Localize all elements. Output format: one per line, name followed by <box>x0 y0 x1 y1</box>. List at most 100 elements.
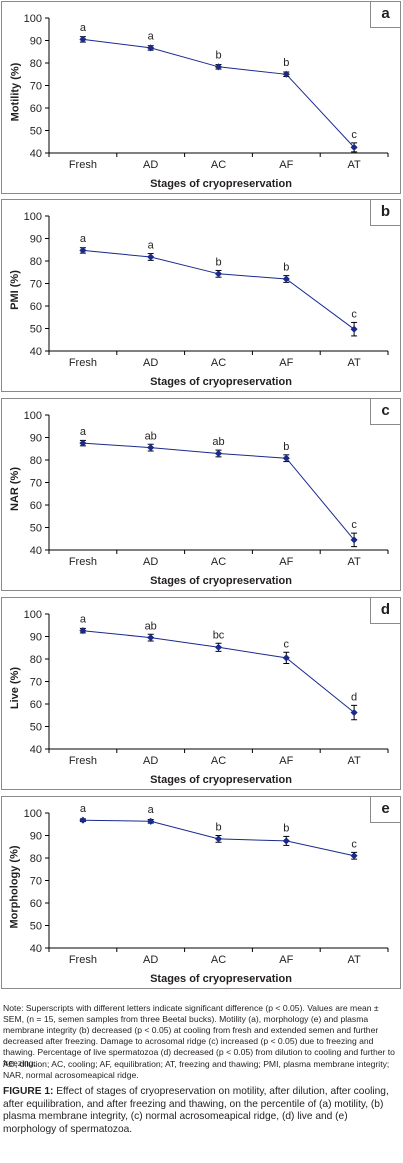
y-tick-label: 40 <box>30 545 42 557</box>
data-point <box>214 63 223 71</box>
y-tick-label: 70 <box>30 81 42 93</box>
figure-caption-text: Effect of stages of cryopreservation on … <box>3 1086 389 1135</box>
significance-letter: b <box>283 441 289 453</box>
figure-note: Note: Superscripts with different letter… <box>3 1003 395 1068</box>
chart-panel-b: 40 50 60 70 80 90 100 Fresh AD AC AF AT a a b b c b PMI … <box>1 199 401 392</box>
x-axis-title-e: Stages of cryopreservation <box>150 973 292 985</box>
y-tick-label: 80 <box>30 853 42 865</box>
chart-panel-e: 40 50 60 70 80 90 100 Fresh AD AC AF AT a a b b c e Morp… <box>1 796 401 989</box>
data-point <box>79 626 87 635</box>
chart-plot-a: 40 50 60 70 80 90 100 Fresh AD AC AF AT a a b b c <box>24 13 389 171</box>
y-tick-label: 80 <box>30 455 42 467</box>
significance-letter: c <box>351 129 357 141</box>
data-point <box>214 270 223 278</box>
y-tick-label: 90 <box>30 632 42 644</box>
x-tick-label: AD <box>143 954 158 966</box>
significance-letter: d <box>351 691 357 703</box>
y-tick-label: 50 <box>30 722 42 734</box>
y-tick-label: 50 <box>30 523 42 535</box>
y-tick-label: 90 <box>30 831 42 843</box>
y-tick-label: 80 <box>30 654 42 666</box>
data-point <box>282 654 290 662</box>
chart-panel-c: 40 50 60 70 80 90 100 Fresh AD AC AF AT a ab ab b c c NA… <box>1 398 401 591</box>
significance-letter: a <box>80 426 87 438</box>
y-axis-title-text-b: PMI (%) <box>9 270 22 310</box>
y-tick-label: 90 <box>30 234 42 246</box>
data-point <box>282 837 290 845</box>
y-tick-label: 60 <box>30 500 42 512</box>
y-tick-label: 100 <box>24 13 42 25</box>
x-tick-label: Fresh <box>69 159 97 171</box>
y-axis-title-b: PMI (%) <box>4 220 26 360</box>
y-tick-label: 40 <box>30 346 42 358</box>
significance-letter: a <box>80 22 87 34</box>
chart-plot-c: 40 50 60 70 80 90 100 Fresh AD AC AF AT a ab ab b c <box>24 410 389 568</box>
x-tick-label: AF <box>279 357 293 369</box>
figure-caption-label: FIGURE 1: <box>3 1086 54 1097</box>
data-point <box>214 835 223 843</box>
data-point <box>282 454 290 462</box>
x-axis-title-c: Stages of cryopreservation <box>150 575 292 587</box>
significance-letter: c <box>351 519 357 531</box>
y-tick-label: 70 <box>30 677 42 689</box>
x-tick-label: AD <box>143 755 158 767</box>
significance-letter: ab <box>145 430 157 442</box>
panel-letter-a: a <box>370 2 400 28</box>
chart-panel-d: 40 50 60 70 80 90 100 Fresh AD AC AF AT a ab bc c d d Li… <box>1 597 401 790</box>
y-axis-title-e: Morphology (%) <box>4 817 26 957</box>
chart-plot-e: 40 50 60 70 80 90 100 Fresh AD AC AF AT a a b b c <box>24 803 389 966</box>
y-tick-label: 60 <box>30 301 42 313</box>
chart-panel-a: 40 50 60 70 80 90 100 Fresh AD AC AF AT a a b b c a Moti… <box>1 1 401 194</box>
x-tick-label: AC <box>211 755 226 767</box>
x-axis-title-b: Stages of cryopreservation <box>150 376 292 388</box>
chart-plot-b: 40 50 60 70 80 90 100 Fresh AD AC AF AT a a b b c <box>24 211 389 369</box>
chart-plot-d: 40 50 60 70 80 90 100 Fresh AD AC AF AT a ab bc c d <box>24 609 389 767</box>
x-tick-label: Fresh <box>69 954 97 966</box>
significance-letter: b <box>283 57 289 69</box>
data-point <box>214 449 223 458</box>
x-tick-label: AT <box>347 159 361 171</box>
y-tick-label: 100 <box>24 808 42 820</box>
y-tick-label: 40 <box>30 943 42 955</box>
x-tick-label: Fresh <box>69 556 97 568</box>
x-axis-title-a: Stages of cryopreservation <box>150 178 292 190</box>
x-tick-label: AC <box>211 159 226 171</box>
y-tick-label: 80 <box>30 256 42 268</box>
significance-letter: c <box>284 638 290 650</box>
data-point <box>147 44 155 52</box>
x-tick-label: AF <box>279 755 293 767</box>
y-tick-label: 40 <box>30 148 42 160</box>
x-tick-label: AD <box>143 556 158 568</box>
significance-letter: a <box>80 613 87 625</box>
data-point <box>79 439 87 447</box>
y-tick-label: 70 <box>30 478 42 490</box>
significance-letter: ab <box>212 436 224 448</box>
y-axis-title-a: Motility (%) <box>4 22 26 162</box>
significance-letter: c <box>351 838 357 850</box>
x-tick-label: AD <box>143 357 158 369</box>
y-tick-label: 100 <box>24 211 42 223</box>
x-tick-label: AT <box>347 755 361 767</box>
data-point <box>79 35 87 44</box>
y-tick-label: 90 <box>30 433 42 445</box>
y-tick-label: 50 <box>30 126 42 138</box>
data-point <box>147 253 155 261</box>
data-point <box>147 443 155 452</box>
data-point <box>350 536 358 544</box>
y-axis-title-d: Live (%) <box>4 618 26 758</box>
x-tick-label: AT <box>347 556 361 568</box>
data-point <box>282 70 290 78</box>
x-tick-label: AT <box>347 357 361 369</box>
y-tick-label: 70 <box>30 876 42 888</box>
y-tick-label: 80 <box>30 58 42 70</box>
data-point <box>147 633 155 642</box>
significance-letter: a <box>80 803 87 815</box>
panel-letter-b: b <box>370 200 400 226</box>
y-tick-label: 50 <box>30 324 42 336</box>
y-axis-title-text-d: Live (%) <box>9 666 21 710</box>
data-point <box>350 708 358 717</box>
x-tick-label: AF <box>279 556 293 568</box>
significance-letter: a <box>80 233 87 245</box>
data-point <box>350 325 358 333</box>
y-axis-title-c: NAR (%) <box>4 419 26 559</box>
